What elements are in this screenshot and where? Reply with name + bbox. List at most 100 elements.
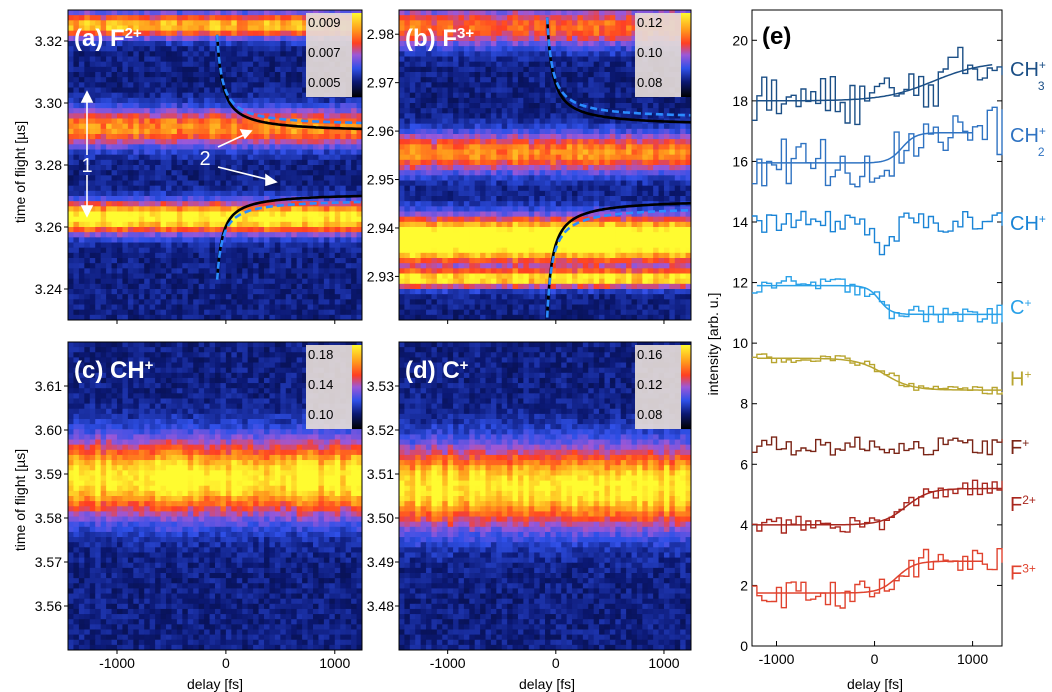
colorbar-tick-label: 0.009: [308, 15, 341, 30]
y-tick-label: 3.48: [367, 598, 394, 614]
heatmap-cells: [68, 342, 362, 650]
plot-frame: [398, 9, 692, 321]
heatmap-panel-a: 1 2(a) F2+0.0090.0070.0053.243.263.283.30…: [35, 9, 363, 324]
y-tick-label: 3.30: [35, 95, 62, 111]
fit-curve-solid-2: [545, 201, 691, 318]
y-tick-label: 2: [740, 577, 748, 593]
fit-curve-solid-0: [215, 34, 362, 131]
trace-fit-line: [756, 357, 1002, 391]
trace-c-3: C+: [752, 276, 1031, 324]
trace-label-base: C: [1010, 297, 1024, 319]
colorbar-tick-label: 0.18: [308, 347, 333, 362]
trace-fit-line: [756, 64, 993, 102]
colorbar-tick-label: 0.12: [637, 377, 662, 392]
trace-label-subscript: 3: [1038, 79, 1045, 93]
y-tick-label: 3.51: [367, 466, 394, 482]
y-tick-label: 2.98: [367, 26, 394, 42]
x-tick-label: -1000: [759, 651, 795, 667]
trace-ch-2: CH+: [752, 210, 1046, 256]
trace-label: H+: [1010, 367, 1031, 390]
fit-curve-solid-0: [545, 17, 691, 124]
colorbar-label-area: [635, 13, 683, 97]
heatmap-panel-d: (d) C+ 0.16 0.12 0.08 3.48 3.49 3.50 3.51 3.52 3.…: [367, 341, 692, 671]
y-tick-label: 3.49: [367, 554, 394, 570]
trace-label-charge: +: [1024, 296, 1031, 310]
y-tick-label: 3.26: [35, 219, 62, 235]
x-axis-label-d: delay [fs]: [519, 676, 575, 692]
colorbar: [681, 345, 691, 429]
colorbar-tick-label: 0.12: [637, 15, 662, 30]
arrow-2-down-head: [265, 173, 278, 187]
colorbar: [352, 345, 362, 429]
trace-label-base: F: [1010, 562, 1022, 584]
trace-label: C+: [1010, 296, 1031, 319]
trace-fit-line: [756, 560, 983, 594]
colorbar-tick-label: 0.10: [308, 407, 333, 422]
trace-label-base: CH: [1010, 125, 1039, 147]
trace-label: CH+ 3: [1010, 58, 1046, 93]
y-tick-label: 3.52: [367, 422, 394, 438]
y-tick-label: 18: [732, 93, 748, 109]
trace-label: CH+: [1010, 212, 1046, 235]
panel-title-charge: +: [145, 357, 154, 374]
panel-title-charge: +: [460, 357, 469, 374]
panel-title-b: (b) F3+: [405, 25, 474, 53]
x-tick-label: 1000: [957, 651, 988, 667]
trace-label: F2+: [1010, 493, 1036, 516]
y-tick-label: 3.53: [367, 378, 394, 394]
trace-label-charge: +: [1039, 124, 1046, 138]
trace-fit-line: [756, 284, 1002, 316]
colorbar: [681, 13, 691, 97]
trace-step-line: [752, 436, 1003, 456]
fit-curve-dashed-3: [215, 200, 362, 280]
arrow-2-up: [217, 133, 247, 148]
y-tick-label: 3.56: [35, 598, 62, 614]
trace-label-base: F: [1010, 494, 1022, 516]
x-tick-label: 1000: [319, 655, 350, 671]
y-tick-label: 3.60: [35, 422, 62, 438]
y-axis-label-e: intensity [arb. u.]: [705, 293, 721, 396]
y-tick-label: 2.97: [367, 75, 394, 91]
y-tick-label: 14: [732, 214, 748, 230]
x-tick-label: -1000: [430, 655, 466, 671]
y-tick-label: 16: [732, 153, 748, 169]
trace-step-line: [752, 106, 1003, 188]
y-tick-label: 3.61: [35, 378, 62, 394]
colorbar-tick-label: 0.005: [308, 75, 341, 90]
y-tick-label: 4: [740, 517, 748, 533]
x-tick-label: 0: [552, 655, 560, 671]
trace-step-line: [752, 548, 1003, 609]
heatmap-panels: 1 2(a) F2+0.0090.0070.0053.243.263.283.30…: [35, 9, 692, 671]
trace-step-line: [752, 210, 1003, 256]
y-tick-label: 3.50: [367, 510, 394, 526]
annotation-label-2: 2: [199, 148, 210, 170]
colorbar-label-area: [306, 13, 354, 97]
trace-step-line: [752, 353, 1003, 395]
trace-label-base: F: [1010, 437, 1022, 459]
y-tick-label: 2.93: [367, 268, 394, 284]
y-tick-label: 2.94: [367, 220, 394, 236]
y-tick-label: 3.58: [35, 510, 62, 526]
y-tick-label: 6: [740, 456, 748, 472]
panel-e-title: (e): [762, 23, 791, 50]
x-tick-label: -1000: [99, 655, 135, 671]
trace-fit-line: [756, 487, 1002, 526]
plot-frame: [67, 341, 363, 651]
trace-f-5: F+: [752, 436, 1029, 459]
colorbar: [352, 13, 362, 97]
y-tick-label: 10: [732, 335, 748, 351]
arrow-1-down-head: [80, 205, 94, 218]
annotation-arrows: [80, 90, 278, 218]
y-tick-label: 2.95: [367, 172, 394, 188]
x-tick-label: 0: [222, 655, 230, 671]
plot-frame: [398, 341, 692, 651]
panel-title-charge: 3+: [457, 25, 474, 42]
colorbar-tick-label: 0.08: [637, 75, 662, 90]
trace-label: CH+ 2: [1010, 124, 1046, 159]
y-tick-label: 20: [732, 32, 748, 48]
trace-label-charge: +: [1039, 212, 1046, 226]
trace-label: F+: [1010, 436, 1029, 459]
trace-f-7: F3+: [752, 548, 1036, 609]
